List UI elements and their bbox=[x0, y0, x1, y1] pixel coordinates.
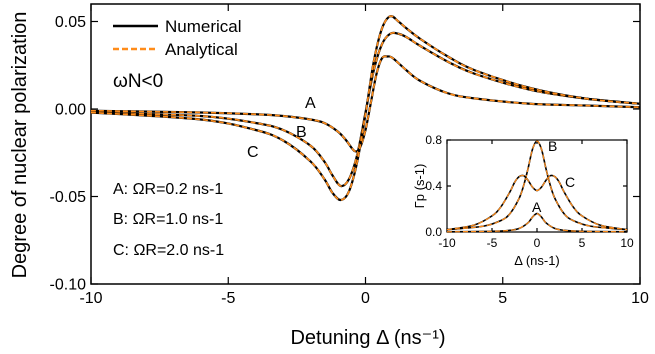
param-label-a: A: ΩR=0.2 ns-1 bbox=[113, 181, 223, 198]
inset-y-tick-label: 0.0 bbox=[425, 225, 442, 239]
inset-curve-label-c: C bbox=[565, 174, 575, 190]
main-curve-label-b: B bbox=[296, 124, 307, 141]
main-x-tick-label: 0 bbox=[361, 290, 370, 307]
main-curve-label-c: C bbox=[247, 144, 259, 161]
inset-y-tick-label: 0.4 bbox=[425, 179, 442, 193]
legend: Numerical Analytical bbox=[113, 17, 242, 59]
param-label-b: B: ΩR=1.0 ns-1 bbox=[113, 211, 223, 228]
legend-numerical-label: Numerical bbox=[165, 17, 242, 36]
main-x-tick-label: -10 bbox=[79, 290, 102, 307]
main-curve-label-a: A bbox=[305, 95, 316, 112]
inset-analytical-curve-a bbox=[446, 212, 628, 233]
inset-x-tick-label: 5 bbox=[579, 236, 586, 250]
main-analytical-curve-a bbox=[90, 55, 641, 153]
param-label-c: C: ΩR=2.0 ns-1 bbox=[113, 242, 224, 259]
main-y-axis-label: Degree of nuclear polarization bbox=[9, 12, 31, 279]
inset-curve-label-b: B bbox=[548, 138, 557, 154]
inset-x-tick-label: 10 bbox=[620, 236, 634, 250]
main-x-tick-label: 10 bbox=[631, 290, 649, 307]
inset-y-tick-label: 0.8 bbox=[425, 133, 442, 147]
main-x-axis-label: Detuning Δ (ns⁻¹) bbox=[290, 327, 445, 349]
main-x-tick-label: -5 bbox=[221, 290, 235, 307]
inset-analytical-curve-c bbox=[446, 174, 628, 231]
inset-curve-label-a: A bbox=[532, 199, 542, 215]
main-analytical-curve-c bbox=[90, 15, 641, 201]
legend-analytical-label: Analytical bbox=[165, 40, 238, 59]
main-x-tick-label: 5 bbox=[498, 290, 507, 307]
main-y-tick-label: -0.10 bbox=[50, 277, 87, 294]
main-y-tick-label: 0.00 bbox=[55, 102, 86, 119]
inset-analytical-curve-b bbox=[446, 140, 628, 231]
main-y-tick-label: -0.05 bbox=[50, 189, 87, 206]
inset-x-axis-label: Δ (ns-1) bbox=[514, 253, 560, 268]
inset-x-tick-label: 0 bbox=[534, 236, 541, 250]
inset-x-tick-label: -5 bbox=[487, 236, 498, 250]
main-y-tick-label: 0.05 bbox=[55, 14, 86, 31]
inset-x-tick-label: -10 bbox=[438, 236, 456, 250]
omega-annotation: ωN<0 bbox=[113, 71, 163, 92]
inset-y-axis-label: Γp (s-1) bbox=[412, 164, 427, 209]
